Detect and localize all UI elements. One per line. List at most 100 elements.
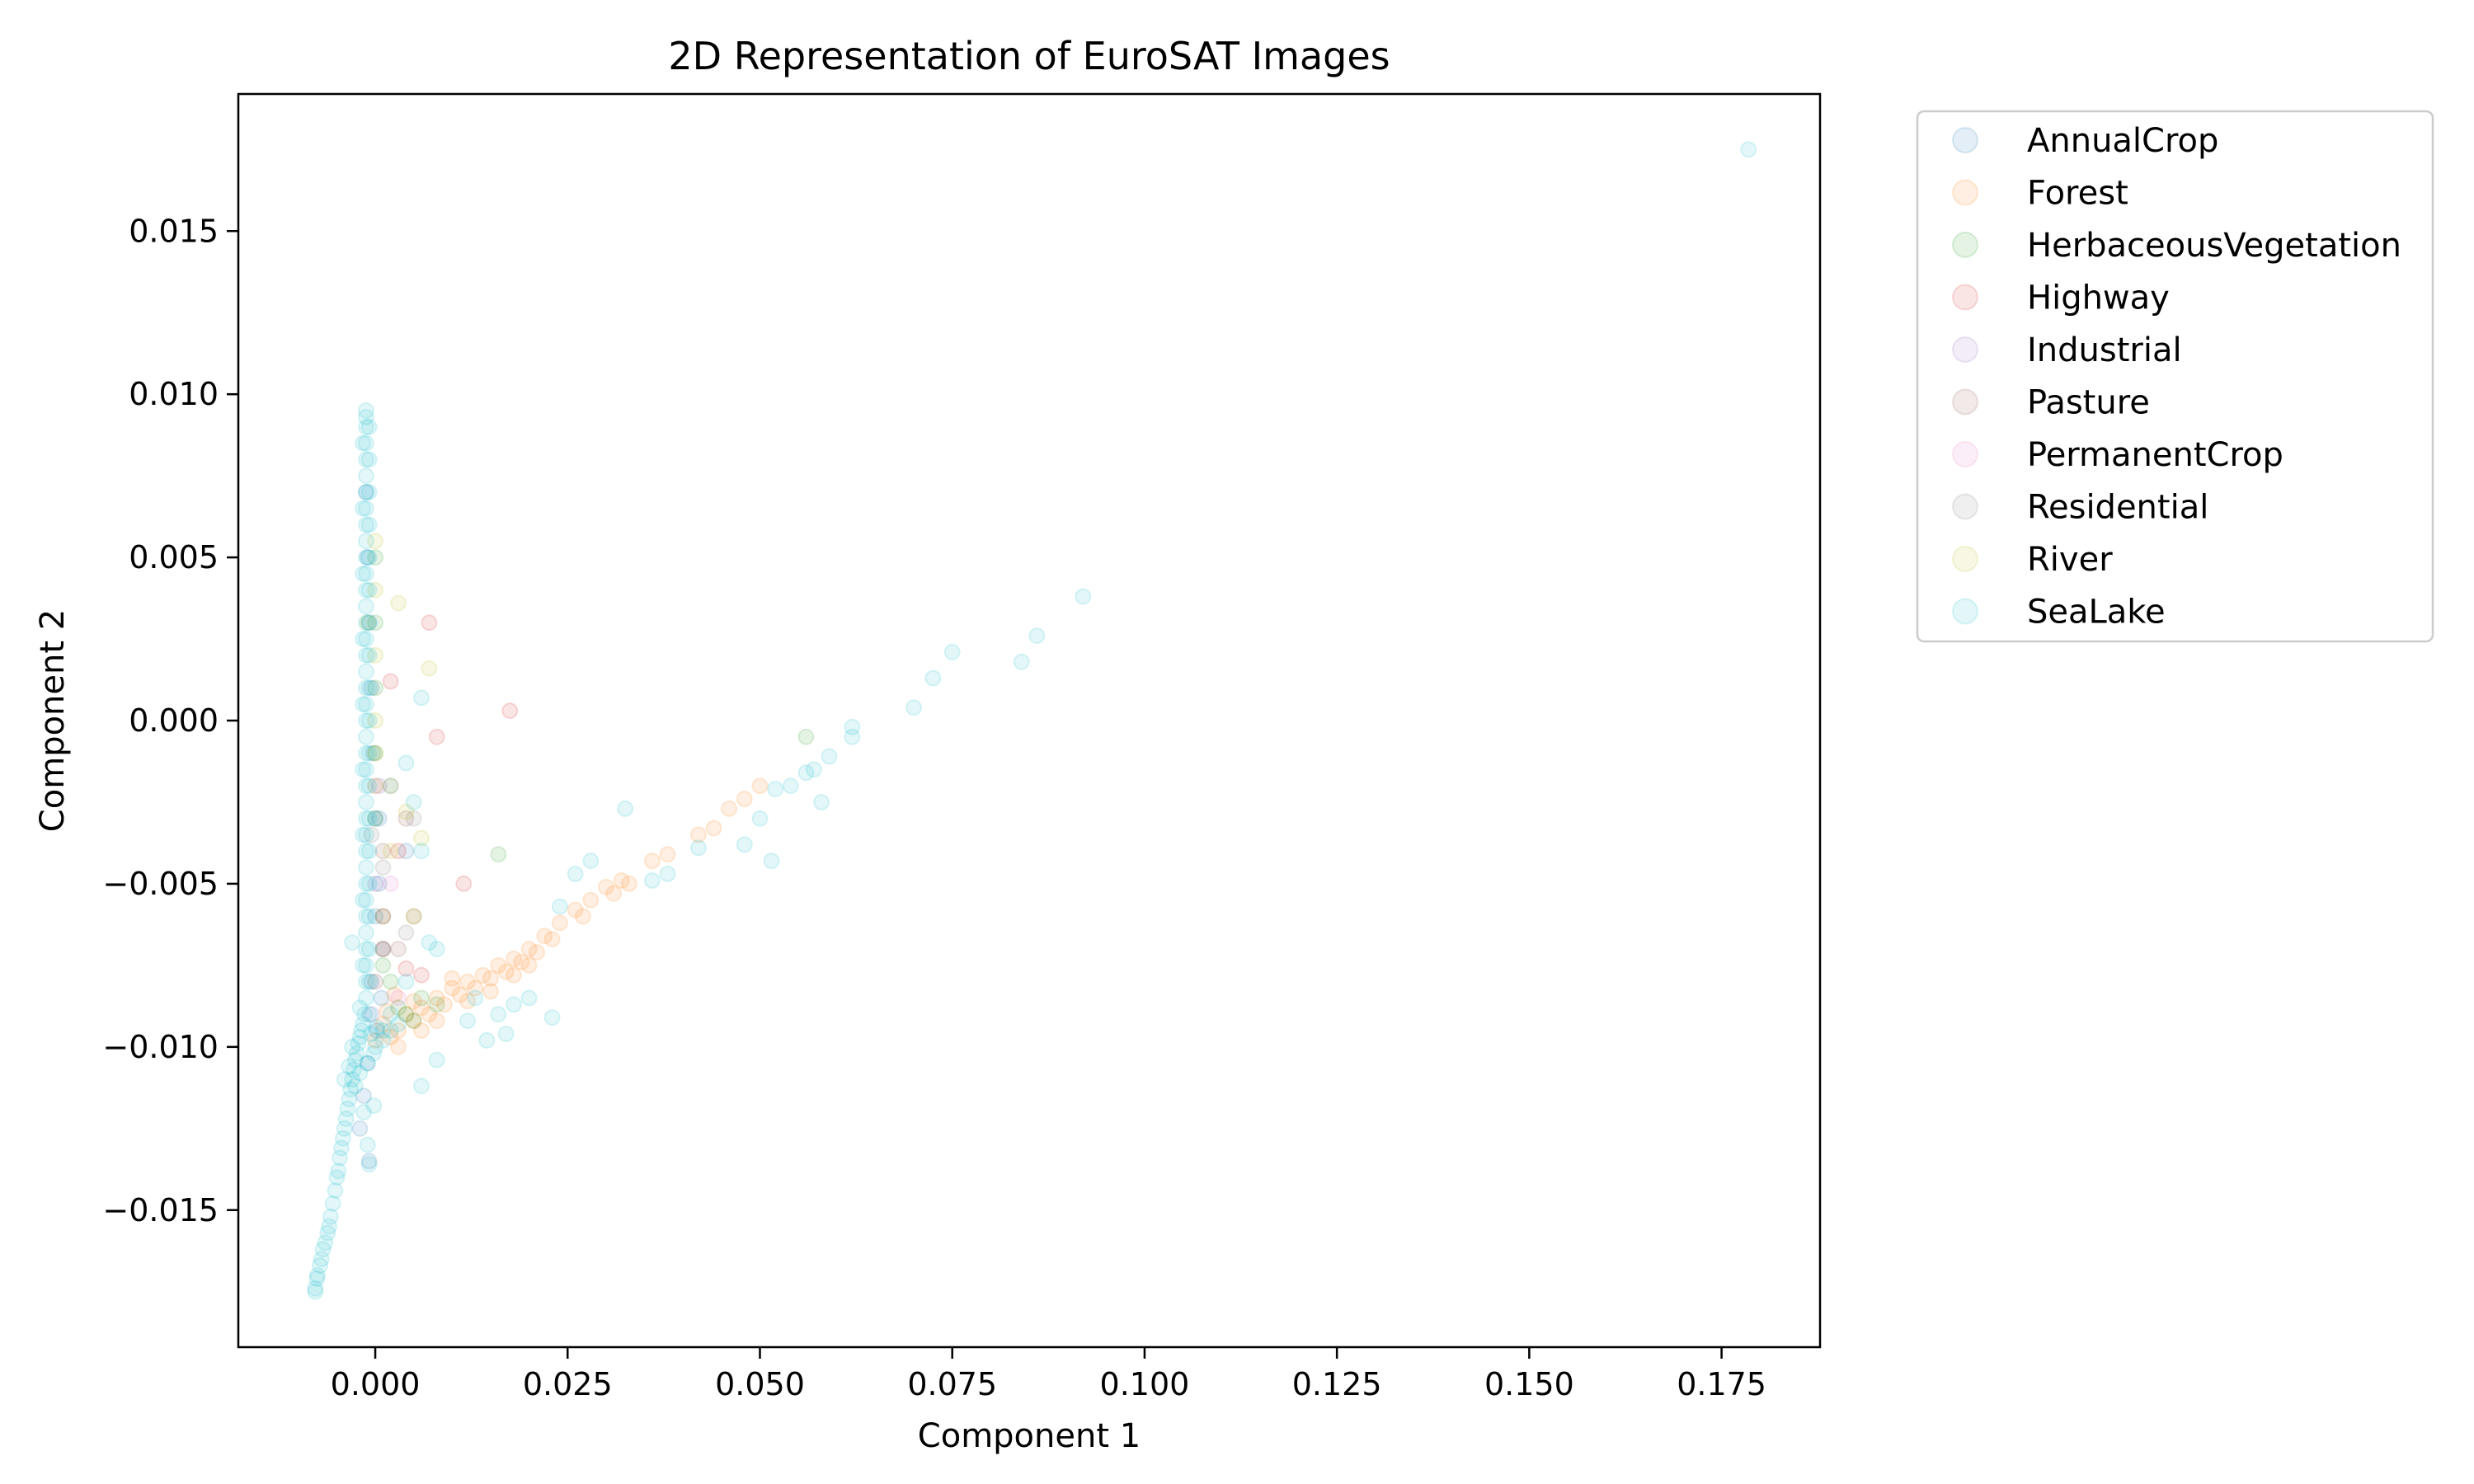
data-point xyxy=(357,973,374,990)
data-point xyxy=(782,777,799,795)
data-point xyxy=(382,1022,399,1039)
data-point xyxy=(386,986,403,1003)
data-point xyxy=(506,996,522,1013)
data-point xyxy=(337,1110,355,1127)
data-point xyxy=(362,1026,379,1042)
data-point xyxy=(370,875,388,892)
data-point xyxy=(370,777,388,795)
data-point xyxy=(574,908,591,925)
data-point xyxy=(365,744,382,762)
data-point xyxy=(350,1035,367,1052)
data-point xyxy=(405,1012,422,1030)
x-tick-label: 0.175 xyxy=(1677,1366,1766,1402)
data-point xyxy=(797,764,815,782)
data-point xyxy=(357,549,374,566)
data-point xyxy=(334,1129,351,1147)
data-point xyxy=(367,549,384,566)
legend-label: SeaLake xyxy=(2027,594,2166,632)
data-point xyxy=(357,859,374,876)
data-point xyxy=(659,846,676,863)
data-point xyxy=(367,1031,384,1049)
data-point xyxy=(459,993,476,1010)
y-axis-label: Component 2 xyxy=(34,609,72,832)
data-point xyxy=(421,934,438,951)
legend-item: PermanentCrop xyxy=(1952,436,2284,474)
data-point xyxy=(474,966,492,984)
data-point xyxy=(332,1149,349,1167)
data-point xyxy=(355,696,372,713)
data-point xyxy=(355,826,372,843)
data-point xyxy=(357,924,374,942)
data-point xyxy=(359,549,376,566)
data-point xyxy=(357,500,374,517)
data-point xyxy=(705,819,722,837)
data-point xyxy=(405,794,422,810)
data-point xyxy=(367,777,384,795)
data-point xyxy=(582,891,600,909)
data-point xyxy=(374,843,392,860)
data-point xyxy=(1075,588,1092,605)
data-point xyxy=(455,875,473,892)
y-tick-label: 0.010 xyxy=(129,376,219,412)
legend: AnnualCrop Forest HerbaceousVegetation High… xyxy=(1916,110,2434,643)
data-point xyxy=(359,614,376,632)
chart-title: 2D Representation of EuroSAT Images xyxy=(668,34,1390,78)
data-point xyxy=(360,418,378,435)
data-point xyxy=(513,953,530,970)
data-point xyxy=(360,777,378,795)
data-point xyxy=(1028,627,1046,645)
data-point xyxy=(379,1003,395,1020)
data-point xyxy=(355,891,372,909)
data-point xyxy=(529,944,545,960)
data-point xyxy=(342,1081,360,1098)
data-point xyxy=(357,418,374,435)
data-point xyxy=(421,660,438,677)
data-point xyxy=(360,712,378,729)
data-point xyxy=(490,846,507,863)
data-point xyxy=(721,800,738,817)
data-point xyxy=(813,794,830,810)
legend-marker xyxy=(1952,598,1978,625)
y-tick-label: −0.015 xyxy=(102,1192,219,1228)
data-point xyxy=(428,941,445,958)
data-point xyxy=(365,1045,383,1062)
data-point xyxy=(333,1139,350,1157)
data-point xyxy=(413,1022,430,1039)
data-point xyxy=(374,908,392,925)
data-point xyxy=(1013,653,1030,670)
data-point xyxy=(459,1012,476,1030)
data-point xyxy=(805,761,822,778)
data-point xyxy=(360,614,378,632)
data-point xyxy=(382,777,399,795)
y-tick-label: −0.005 xyxy=(102,866,219,902)
data-point xyxy=(351,1064,369,1082)
data-point xyxy=(367,744,384,762)
data-point xyxy=(397,924,415,942)
x-tick-label: 0.050 xyxy=(715,1366,805,1402)
data-point xyxy=(357,956,374,974)
data-point xyxy=(346,1051,364,1068)
data-point xyxy=(605,885,623,902)
legend-items: AnnualCrop Forest HerbaceousVegetation High… xyxy=(1952,122,2401,632)
x-tick-label: 0.125 xyxy=(1292,1366,1382,1402)
data-point xyxy=(428,1012,445,1030)
data-point xyxy=(620,875,637,892)
data-point xyxy=(355,434,372,452)
y-tick-label: 0.000 xyxy=(129,702,219,739)
data-point xyxy=(314,1241,332,1258)
data-point xyxy=(520,941,538,958)
data-point xyxy=(367,810,384,827)
legend-label: HerbaceousVegetation xyxy=(2027,227,2401,265)
legend-label: Highway xyxy=(2027,279,2170,317)
data-point xyxy=(751,810,769,827)
data-point xyxy=(1740,141,1757,158)
data-point xyxy=(405,1012,422,1030)
data-point xyxy=(351,1029,369,1045)
x-tick-label: 0.150 xyxy=(1484,1366,1574,1402)
data-point xyxy=(357,679,374,697)
legend-item: Industrial xyxy=(1952,331,2182,369)
x-tick-label: 0.000 xyxy=(331,1366,421,1402)
series-pasture xyxy=(367,810,422,990)
data-point xyxy=(367,810,384,827)
data-point xyxy=(355,500,372,517)
